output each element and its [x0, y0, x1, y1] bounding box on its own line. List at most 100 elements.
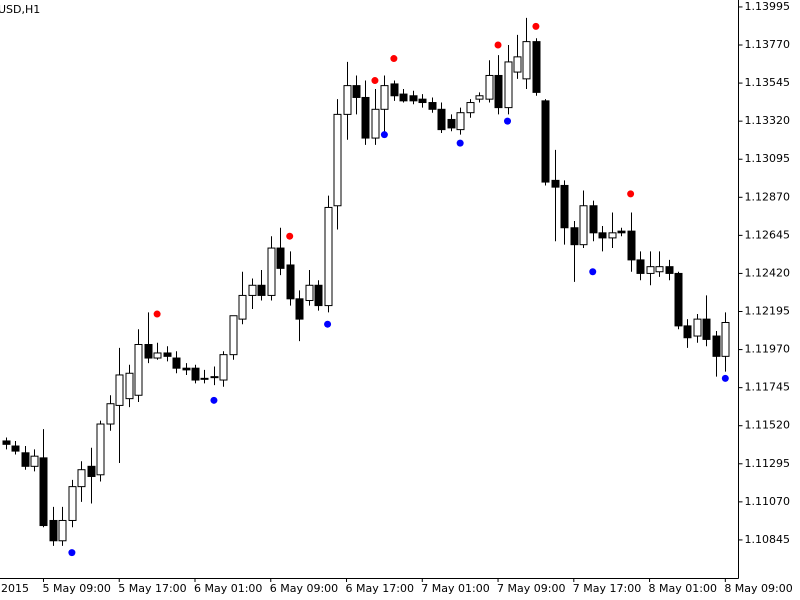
candle-body [238, 294, 247, 320]
candle-body [513, 56, 522, 73]
fractal-dot [380, 131, 388, 139]
candle-body [11, 445, 20, 452]
candle-body [77, 469, 86, 488]
candle-body [200, 377, 209, 380]
fractal-dot [532, 22, 540, 30]
candle-body [617, 230, 626, 234]
candle-body [721, 322, 730, 357]
candle-body [153, 352, 162, 359]
y-tick-label: 1.11745 [745, 381, 791, 394]
fractal-dot [390, 55, 398, 63]
candle-body [229, 315, 238, 356]
fractal-dot [504, 117, 512, 125]
candle-body [324, 206, 333, 307]
candle-body [182, 367, 191, 371]
y-tick-label: 1.13320 [745, 114, 791, 127]
candle-body [371, 108, 380, 139]
y-tick-label: 1.13995 [745, 0, 791, 13]
candle-body [267, 247, 276, 296]
candle-body [39, 457, 48, 527]
fractal-dot [627, 190, 635, 198]
candle-body [608, 232, 617, 239]
x-tick-label: 5 May 17:00 [118, 582, 186, 595]
x-tick-label: 8 May 01:00 [649, 582, 717, 595]
fractal-dot [210, 396, 218, 404]
candle-body [627, 230, 636, 261]
y-tick-label: 1.11970 [745, 343, 791, 356]
x-tick-label: 7 May 01:00 [421, 582, 489, 595]
candle-body [115, 374, 124, 406]
y-tick-label: 1.11295 [745, 457, 791, 470]
candle-body [144, 343, 153, 359]
candle-body [466, 102, 475, 114]
candle-body [87, 465, 96, 477]
candle-body [163, 352, 172, 357]
candle-body [485, 74, 494, 100]
y-tick-label: 1.13545 [745, 76, 791, 89]
candle-body [646, 266, 655, 274]
candle-body [551, 179, 560, 188]
candle-body [286, 264, 295, 300]
candle-body [2, 440, 11, 445]
x-tick-label: 8 May 09:00 [724, 582, 792, 595]
candle-body [541, 100, 550, 183]
candle-body [504, 61, 513, 109]
candle-body [191, 367, 200, 381]
candle-body [343, 85, 352, 115]
candle-body [276, 247, 285, 269]
candle-body [437, 108, 446, 131]
y-tick-label: 1.13095 [745, 152, 791, 165]
chart-title: USD,H1 [0, 3, 40, 16]
candle-body [532, 41, 541, 93]
candle-body [68, 486, 77, 521]
candle-body [418, 98, 427, 104]
fractal-dot [721, 374, 729, 382]
y-tick-label: 1.12870 [745, 190, 791, 203]
candle-body [30, 455, 39, 467]
candle-body [665, 266, 674, 274]
candle-body [106, 403, 115, 425]
candle-body [409, 95, 418, 102]
candle-body [456, 112, 465, 131]
candle-body [589, 205, 598, 234]
candle-body [257, 284, 266, 296]
candle-body [560, 184, 569, 229]
candle-body [447, 118, 456, 129]
fractal-dot [371, 77, 379, 85]
candle-body [712, 335, 721, 357]
y-tick-label: 1.11520 [745, 419, 791, 432]
candle-body [636, 259, 645, 274]
candle-body [134, 343, 143, 396]
candle-body [333, 113, 342, 207]
candle-body [693, 318, 702, 337]
x-tick-label: 7 May 09:00 [497, 582, 565, 595]
candle-body [579, 205, 588, 246]
candle-body [210, 376, 219, 379]
candle-body [172, 357, 181, 369]
x-tick-label: 5 May 09:00 [42, 582, 110, 595]
candle-body [702, 318, 711, 340]
y-tick-label: 1.12420 [745, 266, 791, 279]
candle-body [295, 298, 304, 320]
x-tick-label: 6 May 17:00 [346, 582, 414, 595]
fractal-dot [324, 320, 332, 328]
y-tick-label: 1.11070 [745, 495, 791, 508]
fractal-dot [286, 232, 294, 240]
candle-body [305, 284, 314, 302]
fractal-dot [68, 549, 76, 557]
y-tick-label: 1.12195 [745, 305, 791, 318]
candle-body [219, 354, 228, 381]
candle-body [361, 96, 370, 139]
x-tick-label: 7 May 17:00 [573, 582, 641, 595]
fractal-dot [494, 41, 502, 49]
candle-body [683, 325, 692, 339]
candle-body [58, 519, 67, 542]
candle-body [49, 519, 58, 542]
candle-body [380, 85, 389, 110]
candle-body [314, 284, 323, 307]
candle-body [570, 227, 579, 246]
candle-body [125, 372, 134, 400]
candle-body [674, 272, 683, 327]
